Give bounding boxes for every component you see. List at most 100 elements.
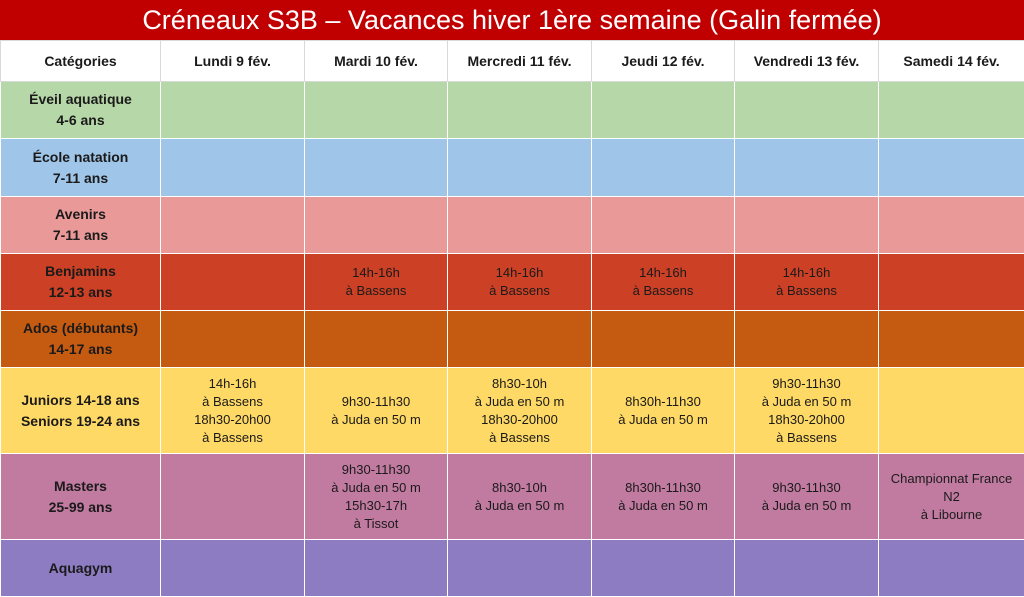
- schedule-cell: [305, 82, 448, 139]
- schedule-cell: [161, 197, 305, 254]
- category-label: 12-13 ans: [3, 282, 158, 303]
- schedule-cell: [879, 139, 1024, 197]
- category-label: 4-6 ans: [3, 110, 158, 131]
- slot-text: 14h-16h: [163, 375, 302, 393]
- schedule-cell: [735, 311, 879, 368]
- slot-text: à Bassens: [450, 282, 589, 300]
- header-categories: Catégories: [1, 41, 161, 82]
- slot-text: à Juda en 50 m: [737, 393, 876, 411]
- category-label: 7-11 ans: [3, 168, 158, 189]
- category-cell: Aquagym: [1, 540, 161, 597]
- slot-text: 18h30-20h00: [163, 411, 302, 429]
- schedule-cell: [161, 311, 305, 368]
- header-day: Mercredi 11 fév.: [448, 41, 592, 82]
- slot-text: 14h-16h: [737, 264, 876, 282]
- schedule-cell: [161, 454, 305, 540]
- schedule-cell: [879, 254, 1024, 311]
- slot-text: à Tissot: [307, 515, 445, 533]
- slot-text: 18h30-20h00: [450, 411, 589, 429]
- header-day: Jeudi 12 fév.: [592, 41, 735, 82]
- schedule-cell: [161, 254, 305, 311]
- category-label: 7-11 ans: [3, 225, 158, 246]
- schedule-cell: [161, 540, 305, 597]
- schedule-cell: [305, 197, 448, 254]
- category-label: Éveil aquatique: [3, 89, 158, 110]
- header-day: Lundi 9 fév.: [161, 41, 305, 82]
- schedule-cell: [305, 540, 448, 597]
- slot-text: à Libourne: [881, 506, 1022, 524]
- slot-text: 8h30-10h: [450, 375, 589, 393]
- slot-text: à Bassens: [163, 429, 302, 447]
- header-day: Vendredi 13 fév.: [735, 41, 879, 82]
- slot-text: 9h30-11h30: [307, 393, 445, 411]
- slot-text: 8h30-10h: [450, 479, 589, 497]
- slot-text: à Bassens: [737, 429, 876, 447]
- schedule-cell: [448, 197, 592, 254]
- schedule-cell: [592, 311, 735, 368]
- category-label: Juniors 14-18 ans: [3, 390, 158, 411]
- schedule-cell: [592, 540, 735, 597]
- schedule-cell: [305, 139, 448, 197]
- category-label: Avenirs: [3, 204, 158, 225]
- slot-text: à Juda en 50 m: [307, 411, 445, 429]
- slot-text: 9h30-11h30: [307, 461, 445, 479]
- slot-text: N2: [881, 488, 1022, 506]
- category-label: Ados (débutants): [3, 318, 158, 339]
- slot-text: à Bassens: [450, 429, 589, 447]
- category-label: 14-17 ans: [3, 339, 158, 360]
- slot-text: 8h30h-11h30: [594, 479, 732, 497]
- slot-text: 18h30-20h00: [737, 411, 876, 429]
- schedule-cell: [448, 540, 592, 597]
- schedule-cell: [879, 540, 1024, 597]
- table-row: Aquagym: [1, 540, 1024, 597]
- slot-text: 14h-16h: [307, 264, 445, 282]
- category-label: École natation: [3, 147, 158, 168]
- schedule-cell: [592, 82, 735, 139]
- page-title: Créneaux S3B – Vacances hiver 1ère semai…: [0, 0, 1024, 40]
- slot-text: 14h-16h: [450, 264, 589, 282]
- schedule-cell: [735, 197, 879, 254]
- schedule-cell: [592, 139, 735, 197]
- slot-text: 8h30h-11h30: [594, 393, 732, 411]
- header-row: Catégories Lundi 9 fév. Mardi 10 fév. Me…: [1, 41, 1024, 82]
- schedule-cell: [879, 368, 1024, 454]
- category-label: Aquagym: [3, 558, 158, 579]
- slot-text: à Juda en 50 m: [450, 393, 589, 411]
- slot-text: à Juda en 50 m: [450, 497, 589, 515]
- header-day: Mardi 10 fév.: [305, 41, 448, 82]
- schedule-cell: [735, 540, 879, 597]
- category-label: Masters: [3, 476, 158, 497]
- slot-text: à Juda en 50 m: [737, 497, 876, 515]
- slot-text: 9h30-11h30: [737, 375, 876, 393]
- slot-text: à Juda en 50 m: [594, 411, 732, 429]
- category-label: 25-99 ans: [3, 497, 158, 518]
- slot-text: 15h30-17h: [307, 497, 445, 515]
- schedule-table: Catégories Lundi 9 fév. Mardi 10 fév. Me…: [0, 40, 1024, 597]
- slot-text: à Juda en 50 m: [594, 497, 732, 515]
- category-label: Seniors 19-24 ans: [3, 411, 158, 432]
